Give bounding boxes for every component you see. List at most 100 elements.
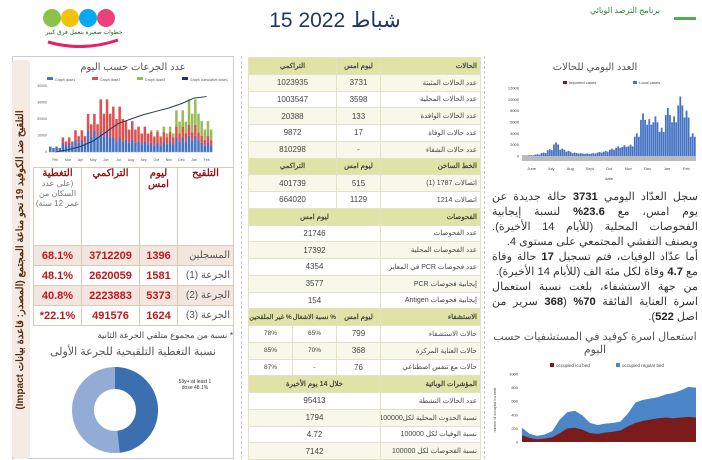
- case-bar: [582, 154, 584, 156]
- dose-bar: [128, 130, 131, 143]
- dose-bar: [175, 137, 178, 152]
- case-bar: [688, 117, 690, 156]
- case-bar: [632, 146, 634, 156]
- case-bar: [553, 144, 555, 156]
- table-cell: 7142: [249, 443, 381, 460]
- case-bar: [551, 150, 553, 156]
- vaccine-cell: 48.1%: [34, 266, 82, 286]
- case-bar: [655, 116, 657, 156]
- table-cell: 20388: [249, 108, 337, 125]
- month-tick: Oct: [606, 166, 613, 171]
- dose-bar: [169, 141, 172, 152]
- dose-bar: [150, 143, 153, 152]
- table-cell: عدد حالات الشفاء: [381, 141, 481, 158]
- dose-bar: [172, 144, 175, 152]
- case-bar: [534, 155, 536, 156]
- case-bar: [665, 115, 667, 156]
- case-bar: [574, 153, 576, 156]
- table-cell: 515: [337, 175, 381, 192]
- table-cell: الاستشفاء: [381, 309, 481, 326]
- case-bar: [621, 147, 623, 156]
- case-bar: [568, 151, 570, 156]
- vaccine-cell: 2620059: [82, 266, 140, 286]
- x-axis-label: date: [605, 176, 614, 181]
- dose-bar: [137, 141, 140, 152]
- dose-bar: [181, 137, 184, 152]
- case-bar: [659, 132, 661, 156]
- case-bar: [559, 150, 561, 156]
- dose-bar: [144, 127, 147, 142]
- date-axis-band: [522, 156, 696, 161]
- month-tick: Aug: [567, 166, 574, 171]
- dose-bar: [68, 143, 71, 152]
- dose-bar: [169, 132, 172, 141]
- report-date: 15 شباط 2022: [250, 8, 420, 33]
- dose-bar: [52, 148, 55, 152]
- table-cell: 664020: [249, 192, 337, 209]
- table-cell: 17392: [249, 242, 381, 259]
- dose-bar: [178, 141, 181, 152]
- dose-bar: [147, 144, 150, 152]
- case-bar: [588, 154, 590, 156]
- dose-bar: [153, 145, 156, 152]
- dose-bar: [71, 141, 74, 145]
- dose-bar: [150, 132, 153, 143]
- dose-bar: [134, 130, 137, 143]
- table-cell: عدد الحالات الوافدة: [381, 108, 481, 125]
- dose-bar: [106, 99, 109, 132]
- y-tick: 0: [45, 150, 47, 154]
- y-tick: 0: [516, 440, 519, 445]
- summary-cases: سجل العدّاد اليومي 3731 حالة جديدة عن يو…: [492, 190, 698, 250]
- table-cell: 17: [337, 125, 381, 142]
- table-cell: 1023935: [249, 74, 337, 91]
- y-tick: 2000: [510, 142, 520, 147]
- dose-bar: [185, 122, 188, 134]
- dose-bar: [159, 145, 162, 152]
- case-bar: [694, 137, 696, 156]
- legend-label: Graph dose1: [55, 78, 75, 82]
- case-bar: [563, 150, 565, 156]
- vaccine-cell: الجرعة (2): [178, 286, 234, 306]
- dose-bar: [200, 121, 203, 136]
- table-cell: 3598: [337, 91, 381, 108]
- month-tick: Dec: [644, 166, 651, 171]
- case-bar: [609, 150, 611, 156]
- dose-bar: [115, 141, 118, 152]
- legend-swatch: [563, 81, 567, 84]
- dose-bar: [109, 114, 112, 138]
- case-bar: [530, 155, 532, 156]
- dose-bar: [65, 145, 68, 152]
- dose-bar: [125, 139, 128, 152]
- table-cell: الخط الساخن: [381, 158, 481, 175]
- case-bar: [677, 105, 679, 156]
- dose-bar: [115, 119, 118, 141]
- case-bar: [607, 152, 609, 156]
- case-bar: [634, 137, 636, 156]
- dose-bar: [188, 136, 191, 152]
- case-bar: [663, 132, 665, 156]
- y-axis-label: number of occupied icu beds: [493, 387, 497, 432]
- dose-bar: [191, 140, 194, 152]
- y-tick: 6000: [510, 120, 520, 125]
- case-bar: [532, 155, 534, 156]
- legend-swatch: [633, 81, 637, 84]
- legend-label: Graph cumulative dose1: [190, 78, 228, 82]
- campaign-slogan: خطوات صغيرة بتعمل فرق كبير: [44, 29, 124, 36]
- case-bar: [580, 153, 582, 156]
- month-tick: Dec: [178, 158, 184, 162]
- dose-bar: [153, 137, 156, 145]
- case-bar: [673, 116, 675, 156]
- table-cell: 78%: [249, 326, 293, 343]
- dose-bar: [144, 141, 147, 152]
- case-bar: [624, 145, 626, 156]
- vaccine-cell: 1624: [140, 306, 178, 326]
- dose-bar: [99, 99, 102, 132]
- dose-bar: [93, 114, 96, 130]
